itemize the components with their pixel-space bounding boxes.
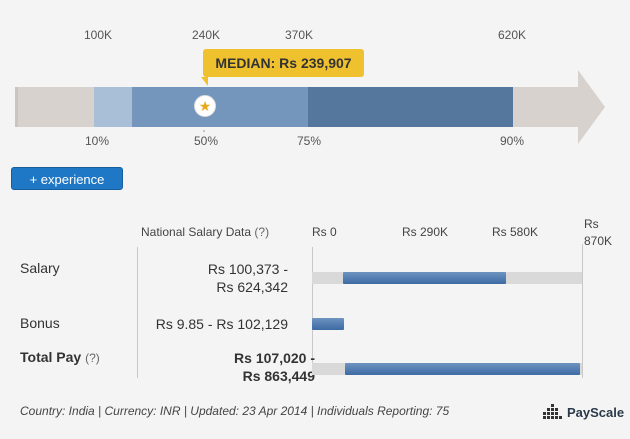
scale-label-290k: Rs 290K (402, 225, 449, 239)
total-pay-label: Total Pay (20, 349, 82, 365)
star-icon: ★ (194, 95, 216, 117)
scale-label-870k: Rs 870K (584, 216, 612, 250)
pct-50: 50% (194, 134, 219, 148)
range-75-90 (308, 87, 513, 127)
pct-90: 90% (500, 134, 525, 148)
tick-100k: 100K (84, 28, 113, 42)
row-label-salary: Salary (20, 260, 60, 276)
help-link[interactable]: (?) (254, 225, 270, 239)
range-10-25 (94, 87, 132, 127)
bonus-bar (312, 318, 344, 330)
salary-range: Rs 100,373 - Rs 624,342 (208, 260, 288, 296)
scale-label-870k-line2: 870K (584, 234, 613, 248)
footer-info: Country: India | Currency: INR | Updated… (20, 404, 450, 418)
total-pay-range: Rs 107,020 - Rs 863,449 (234, 349, 315, 385)
salary-range-line2: Rs 624,342 (216, 279, 288, 295)
salary-range-line1: Rs 100,373 - (207, 261, 288, 277)
tick-240k: 240K (192, 28, 221, 42)
salary-bar (343, 272, 506, 284)
payscale-logo-icon (543, 403, 563, 421)
tick-620k: 620K (498, 28, 527, 42)
pct-10: 10% (85, 134, 110, 148)
national-salary-header: National Salary Data (?) (141, 225, 269, 239)
payscale-logo[interactable]: PayScale (543, 403, 624, 421)
scale-label-870k-line1: Rs (584, 217, 599, 231)
scale-zero-line (312, 247, 313, 378)
national-salary-label: National Salary Data (141, 225, 252, 239)
tick-370k: 370K (285, 28, 314, 42)
row-label-total-pay: Total Pay (?) (20, 349, 100, 365)
bonus-range: Rs 9.85 - Rs 102,129 (155, 316, 288, 332)
scale-label-0: Rs 0 (312, 225, 337, 239)
median-pointer (201, 77, 208, 86)
pct-75: 75% (297, 134, 322, 148)
add-experience-button[interactable]: + experience (11, 167, 123, 190)
total-pay-range-line2: Rs 863,449 (242, 368, 315, 384)
column-divider (137, 247, 138, 378)
range-25-75 (132, 87, 308, 127)
scale-label-580k: Rs 580K (492, 225, 539, 239)
salary-distribution-arrow (15, 70, 605, 144)
total-pay-help-link[interactable]: (?) (85, 351, 100, 365)
payscale-logo-text: PayScale (567, 404, 625, 420)
row-label-bonus: Bonus (20, 315, 60, 331)
total-pay-range-line1: Rs 107,020 - (234, 350, 315, 366)
scale-max-line (582, 244, 583, 378)
total-pay-bar (345, 363, 580, 375)
median-label: MEDIAN: Rs 239,907 (203, 49, 364, 77)
